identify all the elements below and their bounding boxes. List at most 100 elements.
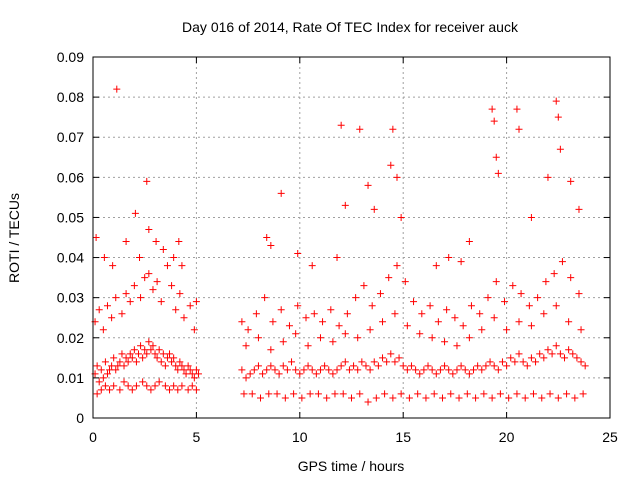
data-point [271,366,279,374]
data-point [261,294,269,302]
data-point [269,318,277,326]
y-tick-label: 0.09 [57,49,84,65]
data-point [399,362,407,370]
data-point [180,314,188,322]
data-point [577,358,585,366]
data-point [112,294,120,302]
data-point [321,362,329,370]
data-point [147,386,155,394]
y-tick-label: 0.01 [57,370,84,386]
data-point [422,394,430,402]
data-point [494,169,502,177]
data-point [507,354,515,362]
data-point [139,378,147,386]
data-point [513,390,521,398]
data-point [93,390,101,398]
data-point [484,294,492,302]
data-point [565,318,573,326]
data-point [114,362,122,370]
x-axis-label: GPS time / hours [298,458,405,474]
data-point [432,370,440,378]
data-point [281,394,289,402]
data-point [428,334,436,342]
data-point [565,346,573,354]
data-point [168,358,176,366]
data-point [552,302,560,310]
x-tick-label: 15 [395,429,411,445]
data-point [412,366,420,374]
data-point [575,205,583,213]
data-point [511,358,519,366]
data-point [443,306,451,314]
data-point [178,362,186,370]
data-point [354,366,362,374]
data-point [569,350,577,358]
data-point [97,386,105,394]
data-point [540,310,548,318]
x-tick-label: 5 [193,429,201,445]
data-point [436,366,444,374]
data-point [277,306,285,314]
data-point [277,189,285,197]
data-point [122,238,130,246]
data-point [379,318,387,326]
data-point [188,382,196,390]
data-point [544,346,552,354]
data-point [242,374,250,382]
data-point [267,242,275,250]
data-point [252,310,260,318]
y-tick-label: 0.08 [57,89,84,105]
data-point [246,370,254,378]
data-point [379,354,387,362]
y-tick-label: 0.02 [57,330,84,346]
data-point [527,354,535,362]
data-point [254,334,262,342]
data-point [294,302,302,310]
data-point [352,294,360,302]
data-point [337,362,345,370]
data-point [141,346,149,354]
data-point [478,366,486,374]
data-point [143,177,151,185]
data-point [519,358,527,366]
data-point [319,318,327,326]
data-point [325,366,333,374]
data-point [163,354,171,362]
data-point [441,338,449,346]
data-point [163,262,171,270]
data-point [556,145,564,153]
data-points [91,85,589,406]
data-point [130,346,138,354]
data-point [391,358,399,366]
x-tick-label: 25 [602,429,618,445]
tick-layer: 0 5 10 15 20 25 0 0.01 0.02 0.03 0.04 0.05 0.06 0.07 0… [57,49,618,445]
data-point [345,366,353,374]
data-point [108,362,116,370]
y-tick-label: 0 [76,410,84,426]
data-point [131,209,139,217]
data-point [285,322,293,330]
data-point [110,354,118,362]
data-point [397,213,405,221]
data-point [116,386,124,394]
data-point [192,298,200,306]
data-point [329,370,337,378]
data-point [490,362,498,370]
data-point [366,366,374,374]
data-point [494,366,502,374]
data-point [97,366,105,374]
data-point [474,362,482,370]
data-point [579,390,587,398]
data-point [567,274,575,282]
data-point [575,290,583,298]
data-point [403,322,411,330]
data-point [170,254,178,262]
data-point [389,125,397,133]
data-point [93,362,101,370]
data-point [292,366,300,374]
data-point [523,362,531,370]
data-point [155,378,163,386]
data-point [333,366,341,374]
data-point [242,342,250,350]
